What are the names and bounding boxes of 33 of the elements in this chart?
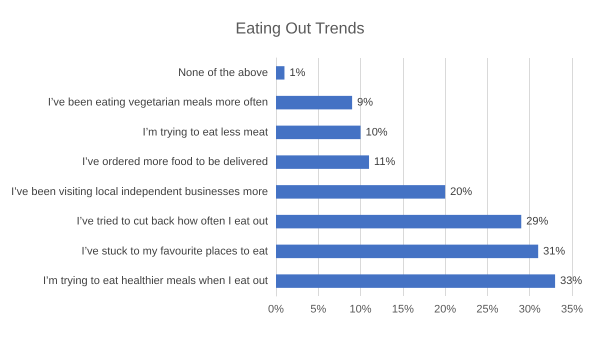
x-tick-label: 0% (268, 304, 284, 316)
x-tick-label: 30% (518, 304, 541, 316)
bar (276, 66, 284, 80)
chart-title: Eating Out Trends (236, 20, 364, 38)
x-tick-label: 25% (476, 304, 499, 316)
bar (276, 126, 361, 140)
bar (276, 96, 352, 110)
x-tick-label: 15% (392, 304, 414, 316)
bar (276, 185, 446, 199)
y-tick-label: I’ve stuck to my favourite places to eat (82, 245, 268, 258)
bar (276, 274, 556, 288)
x-tick-label: 10% (350, 304, 372, 316)
y-tick-label: I’ve tried to cut back how often I eat out (76, 216, 268, 228)
data-label: 1% (289, 66, 306, 79)
data-label: 10% (366, 126, 388, 138)
y-tick-label: I’ve been visiting local independent businesses more (11, 186, 268, 198)
data-label: 20% (450, 186, 472, 198)
data-label: 33% (560, 275, 582, 288)
x-tick-label: 35% (560, 304, 584, 316)
y-tick-label: I’ve ordered more food to be delivered (82, 156, 268, 168)
y-tick-label: None of the above (178, 66, 268, 79)
bar (276, 155, 370, 169)
data-label: 31% (543, 245, 566, 258)
data-label: 9% (357, 96, 374, 109)
x-tick-label: 20% (434, 304, 456, 316)
y-tick-label: I’ve been eating vegetarian meals more often (48, 96, 268, 109)
bar (276, 244, 538, 258)
y-tick-label: I’m trying to eat healthier meals when I eat out (42, 275, 268, 288)
y-tick-label: I’m trying to eat less meat (142, 126, 268, 138)
data-label: 29% (526, 216, 548, 228)
bar (276, 214, 522, 228)
x-tick-label: 5% (310, 304, 326, 316)
data-label: 11% (374, 156, 396, 168)
